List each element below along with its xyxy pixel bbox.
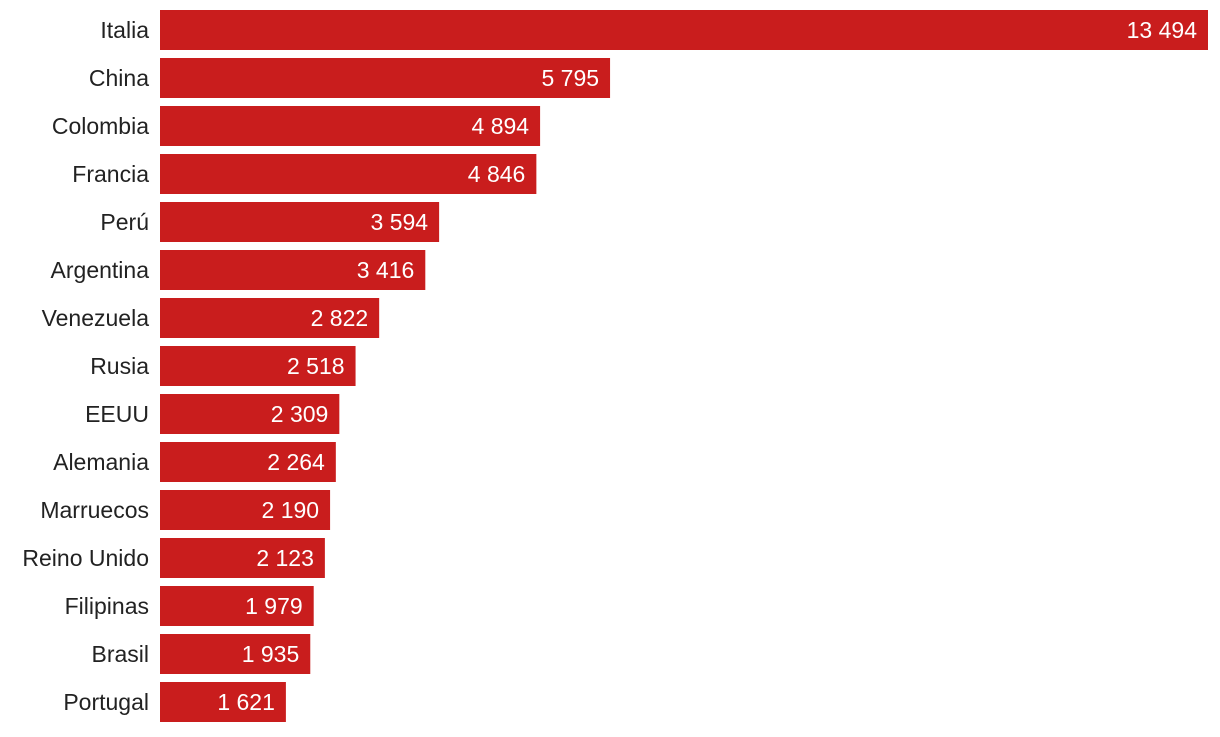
- value-label: 2 264: [267, 449, 325, 475]
- category-label: Reino Unido: [22, 545, 149, 571]
- bar-rusia: [160, 346, 356, 386]
- category-label: Italia: [100, 17, 149, 43]
- category-label: Marruecos: [40, 497, 149, 523]
- category-label: Francia: [72, 161, 149, 187]
- value-label: 3 594: [371, 209, 429, 235]
- value-label: 13 494: [1127, 17, 1198, 43]
- bar-alemania: [160, 442, 336, 482]
- category-label: Alemania: [53, 449, 149, 475]
- value-label: 4 894: [472, 113, 530, 139]
- category-label: Portugal: [63, 689, 149, 715]
- category-label: Venezuela: [42, 305, 150, 331]
- bar-marruecos: [160, 490, 331, 530]
- category-label: EEUU: [85, 401, 149, 427]
- bar-china: [160, 58, 611, 98]
- value-label: 2 822: [311, 305, 369, 331]
- bar-venezuela: [160, 298, 380, 338]
- value-label: 2 518: [287, 353, 345, 379]
- value-label: 1 979: [245, 593, 303, 619]
- value-label: 4 846: [468, 161, 526, 187]
- category-label: China: [89, 65, 149, 91]
- bar-perú: [160, 202, 440, 242]
- value-label: 2 309: [271, 401, 329, 427]
- bar-filipinas: [160, 586, 314, 626]
- value-label: 2 123: [256, 545, 314, 571]
- value-label: 2 190: [262, 497, 320, 523]
- bar-francia: [160, 154, 537, 194]
- value-label: 1 935: [242, 641, 300, 667]
- bar-reino-unido: [160, 538, 325, 578]
- value-label: 3 416: [357, 257, 415, 283]
- category-label: Colombia: [52, 113, 149, 139]
- bar-italia: [160, 10, 1208, 50]
- bar-colombia: [160, 106, 541, 146]
- category-label: Perú: [100, 209, 149, 235]
- value-label: 1 621: [217, 689, 275, 715]
- bar-eeuu: [160, 394, 340, 434]
- category-label: Argentina: [51, 257, 150, 283]
- bar-portugal: [160, 682, 286, 722]
- bar-brasil: [160, 634, 311, 674]
- category-label: Filipinas: [65, 593, 149, 619]
- category-label: Brasil: [91, 641, 149, 667]
- bar-argentina: [160, 250, 426, 290]
- value-label: 5 795: [541, 65, 599, 91]
- category-label: Rusia: [90, 353, 149, 379]
